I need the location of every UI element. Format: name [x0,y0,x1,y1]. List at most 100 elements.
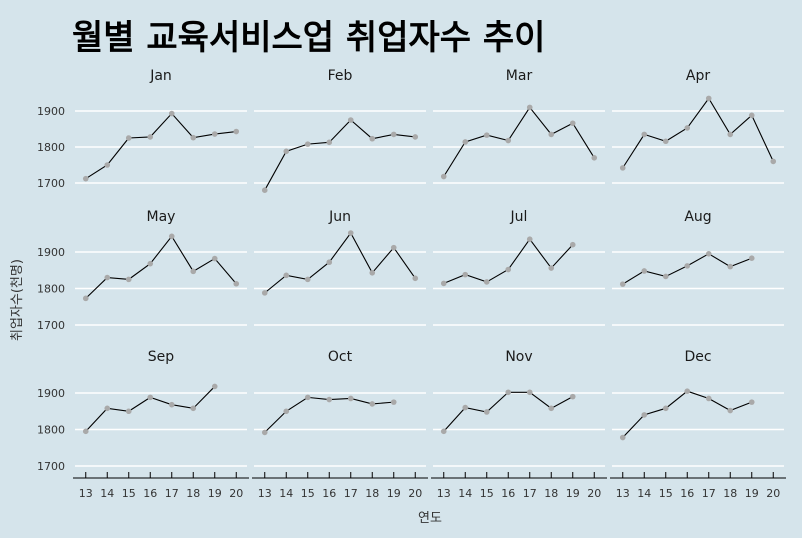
y-axis-label: 취업자수(천명) [10,259,25,341]
y-tick-label: 1900 [37,105,65,118]
data-point [390,131,397,138]
data-point [125,408,132,415]
x-tick-label: 15 [301,487,315,500]
x-tick-label: 20 [766,487,780,500]
data-point [483,132,490,138]
x-tick-label: 16 [322,487,336,500]
panel-title-aug: Aug [684,209,711,225]
data-point [211,131,218,137]
data-point [125,276,132,283]
panel-title-apr: Apr [686,68,710,84]
data-point [619,165,626,171]
x-tick-label: 19 [745,487,759,500]
data-point [440,173,447,180]
data-point [211,383,218,390]
data-point [369,270,376,276]
data-point [82,295,89,302]
data-point [526,236,533,243]
data-point [462,139,469,145]
panel-title-nov: Nov [505,349,532,365]
data-point [505,266,512,273]
data-point [326,259,333,266]
data-point [705,395,712,402]
panel-title-jun: Jun [328,209,351,225]
data-point [283,408,290,415]
data-point [748,399,755,405]
data-point [505,137,512,144]
data-point [233,280,240,287]
data-point [233,128,240,135]
data-point [440,280,447,287]
x-tick-label: 15 [659,487,673,500]
y-tick-label: 1700 [37,319,65,332]
data-point [705,95,712,102]
y-tick-label: 1900 [37,387,65,400]
x-tick-label: 18 [544,487,558,500]
data-point [748,255,755,262]
x-tick-label: 20 [408,487,422,500]
data-point [440,428,447,435]
data-point [104,162,111,168]
series-line-apr [622,97,774,169]
series-line-may [85,235,237,299]
data-point [82,428,89,435]
data-point [261,429,268,436]
x-tick-label: 17 [165,487,179,500]
x-tick-label: 15 [480,487,494,500]
x-tick-label: 16 [143,487,157,500]
y-tick-label: 1900 [37,246,65,259]
x-tick-label: 14 [458,487,472,500]
x-tick-label: 20 [587,487,601,500]
data-point [147,394,154,401]
x-tick-label: 19 [208,487,222,500]
x-tick-label: 18 [186,487,200,500]
series-line-mar [443,106,595,177]
data-point [641,412,648,418]
panel-title-jul: Jul [510,209,528,225]
data-point [483,279,490,285]
x-tick-label: 14 [100,487,114,500]
data-point [369,401,376,407]
data-point [619,434,626,441]
data-point [190,134,197,141]
series-line-aug [622,253,752,285]
data-point [190,268,197,275]
x-tick-label: 20 [229,487,243,500]
data-point [304,394,311,401]
data-point [347,230,354,236]
y-tick-label: 1700 [37,460,65,473]
data-point [526,104,533,111]
data-point [727,263,734,270]
x-axis-label: 연도 [418,511,442,526]
data-point [619,281,626,287]
x-tick-label: 13 [79,487,93,500]
y-tick-label: 1800 [37,283,65,296]
series-line-jul [443,238,574,284]
data-point [326,139,333,146]
data-point [662,273,669,280]
data-point [168,110,175,117]
data-point [390,399,397,405]
panel-title-dec: Dec [684,349,711,365]
data-point [462,271,469,278]
data-point [548,405,555,412]
data-point [326,396,333,403]
x-tick-label: 17 [702,487,716,500]
data-point [591,155,598,161]
x-tick-label: 18 [365,487,379,500]
x-tick-label: 19 [566,487,580,500]
y-tick-label: 1800 [37,424,65,437]
series-line-jun [264,231,416,294]
x-tick-label: 19 [387,487,401,500]
data-point [304,276,311,283]
series-line-jan [85,112,237,180]
data-point [727,407,734,414]
x-tick-label: 14 [637,487,651,500]
x-tick-label: 13 [616,487,630,500]
x-tick-label: 18 [723,487,737,500]
data-point [283,148,290,155]
x-tick-label: 15 [122,487,136,500]
data-point [82,175,89,182]
data-point [147,134,154,140]
data-point [125,135,132,141]
